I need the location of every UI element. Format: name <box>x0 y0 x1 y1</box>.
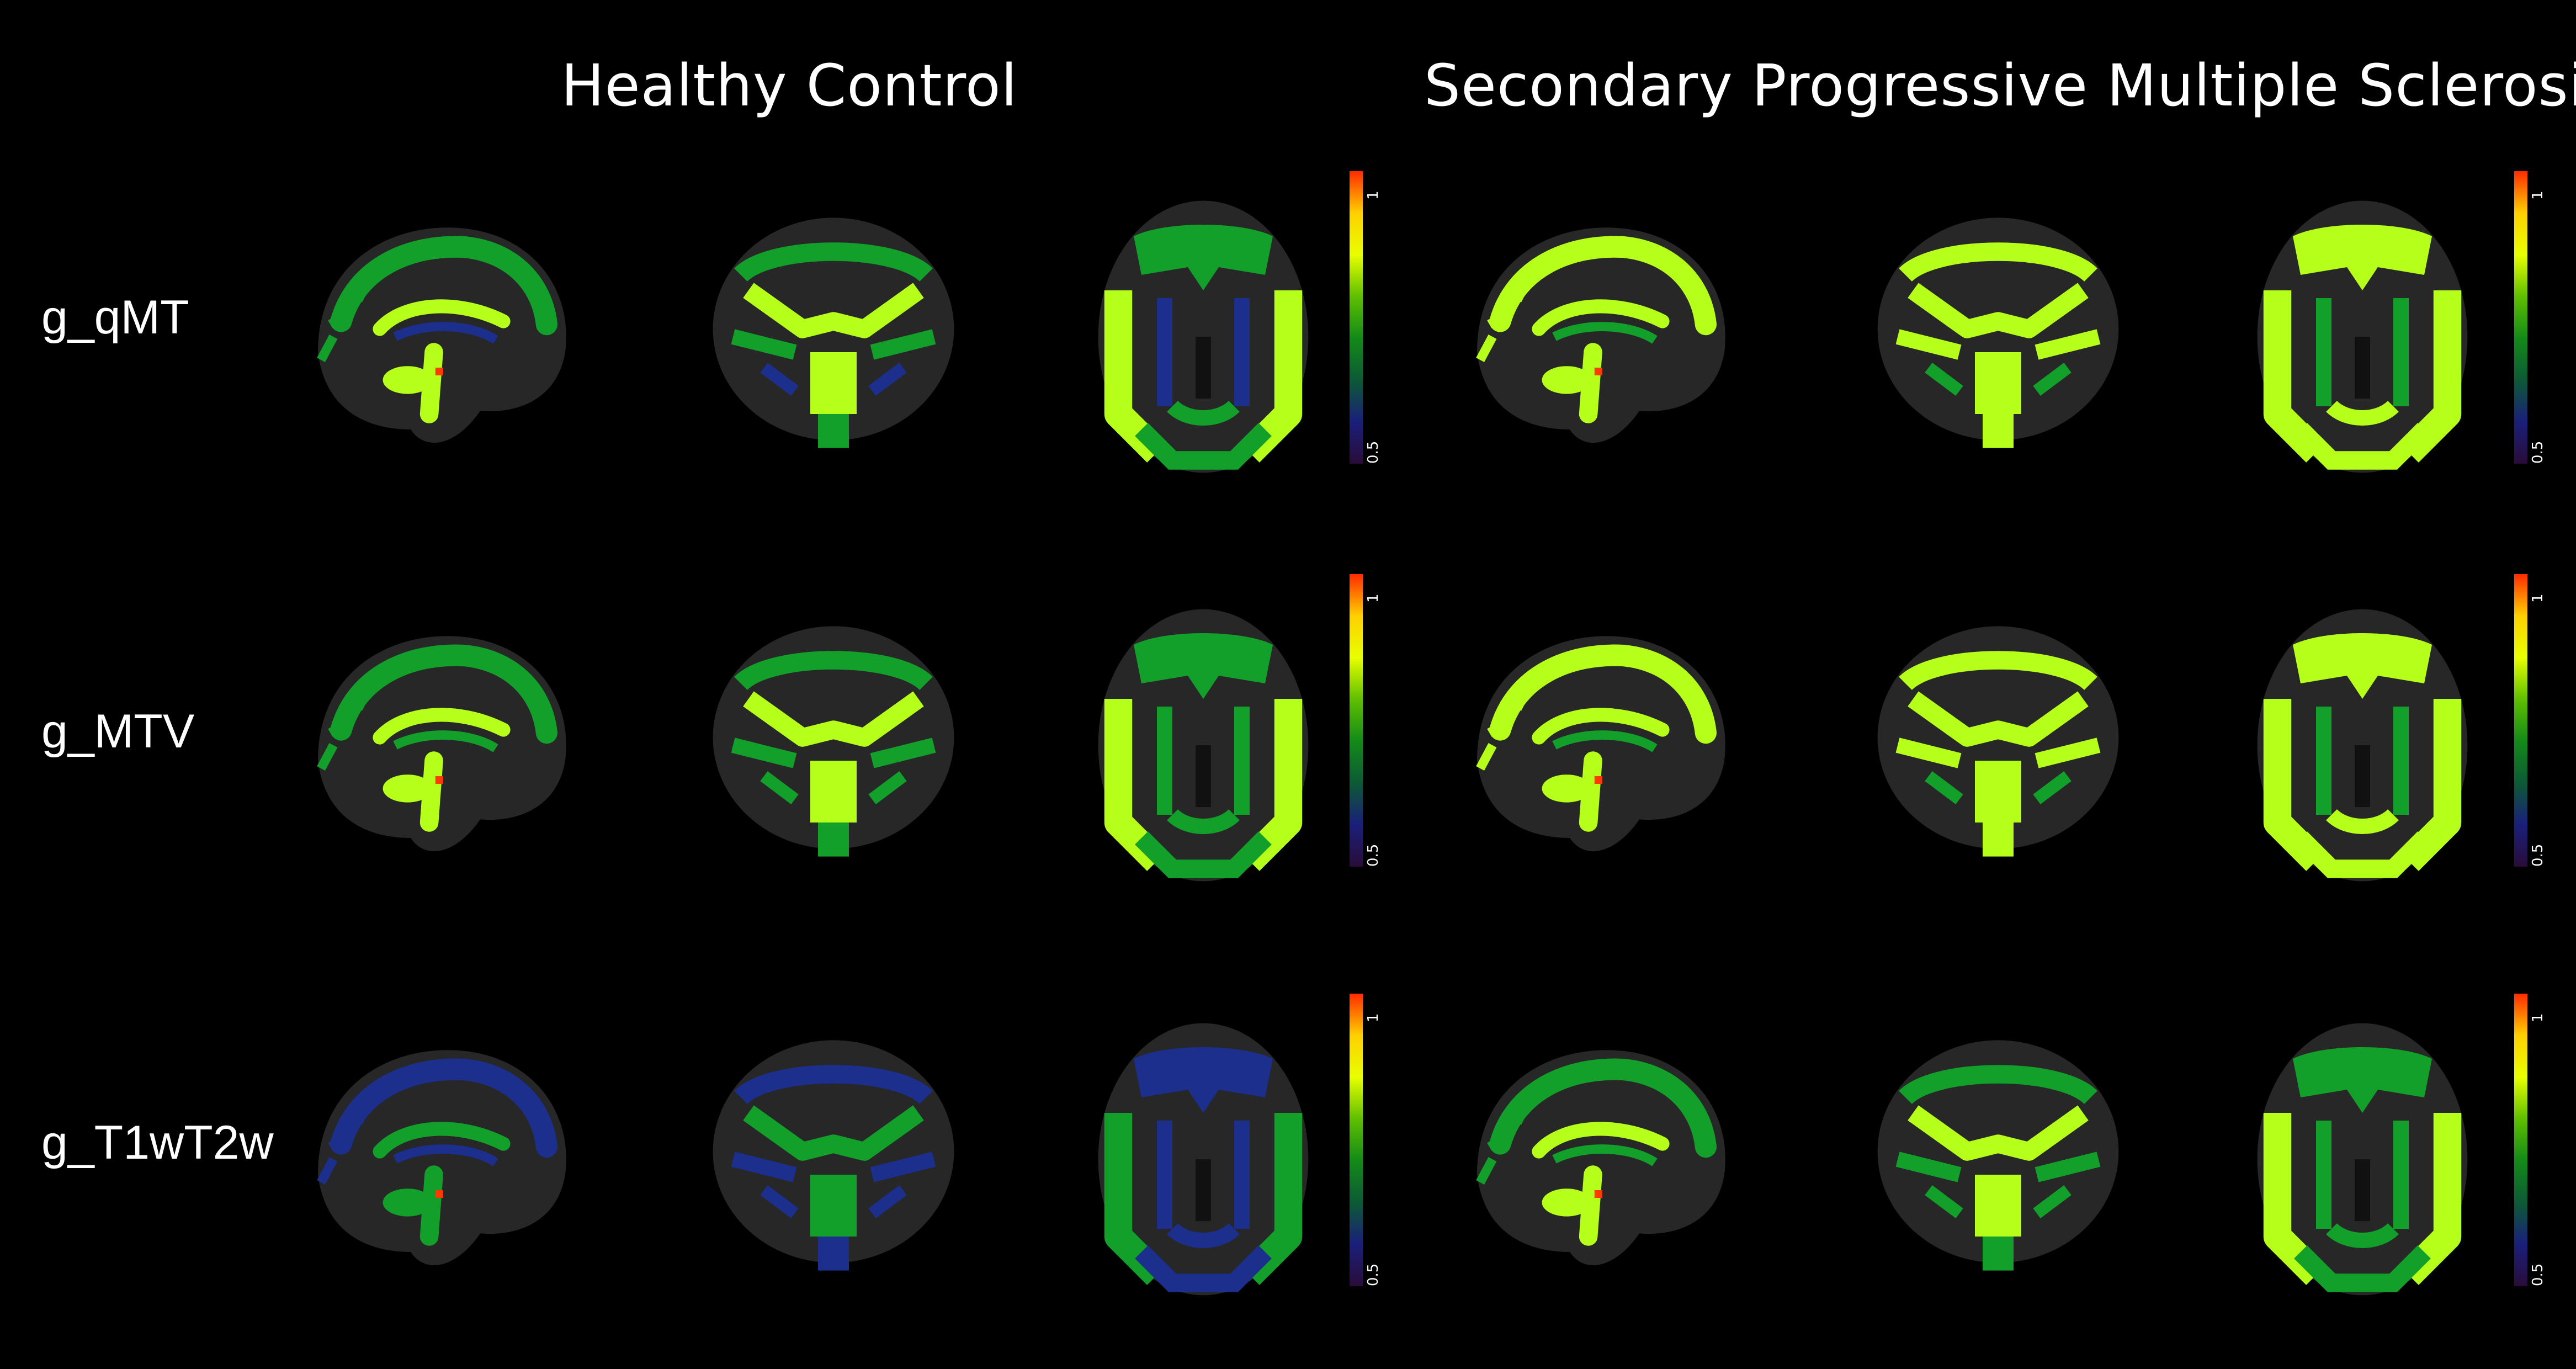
row-label-mtv: g_MTV <box>41 705 195 758</box>
scan-spms-t1wt2w-sagittal <box>1446 1005 1755 1314</box>
colorbar-max-label: 1 <box>1365 593 1382 603</box>
scan-spms-mtv-coronal <box>1844 591 2153 900</box>
row-label-qmt: g_qMT <box>41 291 189 344</box>
colorbar-min-label: 0.5 <box>1365 441 1382 464</box>
colorbar-spms-mtv: 1 0.5 <box>2514 574 2546 867</box>
scan-spms-qmt-sagittal <box>1446 182 1755 491</box>
colorbar-min-label: 0.5 <box>2530 1263 2546 1286</box>
scan-healthy-control-qmt-axial <box>1049 182 1358 491</box>
scan-healthy-control-qmt-coronal <box>679 182 988 491</box>
colorbar-min-label: 0.5 <box>2530 843 2546 867</box>
colorbar-ramp <box>2514 171 2527 464</box>
colorbar-ramp <box>1350 171 1363 464</box>
colorbar-ramp <box>2514 574 2527 867</box>
scan-healthy-control-t1wt2w-sagittal <box>287 1005 596 1314</box>
row-label-t1wt2w: g_T1wT2w <box>41 1116 274 1169</box>
colorbar-spms-qmt: 1 0.5 <box>2514 171 2546 464</box>
scan-healthy-control-mtv-sagittal <box>287 591 596 900</box>
scan-healthy-control-t1wt2w-coronal <box>679 1005 988 1314</box>
colorbar-healthy-control-t1wt2w: 1 0.5 <box>1350 994 1382 1286</box>
colorbar-max-label: 1 <box>1365 190 1382 200</box>
scan-healthy-control-mtv-coronal <box>679 591 988 900</box>
colorbar-ramp <box>1350 574 1363 867</box>
colorbar-min-label: 0.5 <box>1365 1263 1382 1286</box>
colorbar-healthy-control-mtv: 1 0.5 <box>1350 574 1382 867</box>
group-title-spms: Secondary Progressive Multiple Sclerosis <box>1424 52 2576 119</box>
colorbar-max-label: 1 <box>2530 1013 2546 1022</box>
colorbar-ramp <box>2514 994 2527 1286</box>
colorbar-min-label: 0.5 <box>1365 843 1382 867</box>
scan-spms-qmt-coronal <box>1844 182 2153 491</box>
colorbar-spms-t1wt2w: 1 0.5 <box>2514 994 2546 1286</box>
colorbar-max-label: 1 <box>2530 593 2546 603</box>
colorbar-ramp <box>1350 994 1363 1286</box>
colorbar-min-label: 0.5 <box>2530 441 2546 464</box>
scan-spms-t1wt2w-axial <box>2208 1005 2517 1314</box>
scan-healthy-control-mtv-axial <box>1049 591 1358 900</box>
scan-spms-mtv-sagittal <box>1446 591 1755 900</box>
scan-spms-mtv-axial <box>2208 591 2517 900</box>
scan-spms-t1wt2w-coronal <box>1844 1005 2153 1314</box>
scan-spms-qmt-axial <box>2208 182 2517 491</box>
group-title-healthy-control: Healthy Control <box>561 52 1018 119</box>
colorbar-healthy-control-qmt: 1 0.5 <box>1350 171 1382 464</box>
scan-healthy-control-qmt-sagittal <box>287 182 596 491</box>
scan-healthy-control-t1wt2w-axial <box>1049 1005 1358 1314</box>
colorbar-max-label: 1 <box>1365 1013 1382 1022</box>
colorbar-max-label: 1 <box>2530 190 2546 200</box>
